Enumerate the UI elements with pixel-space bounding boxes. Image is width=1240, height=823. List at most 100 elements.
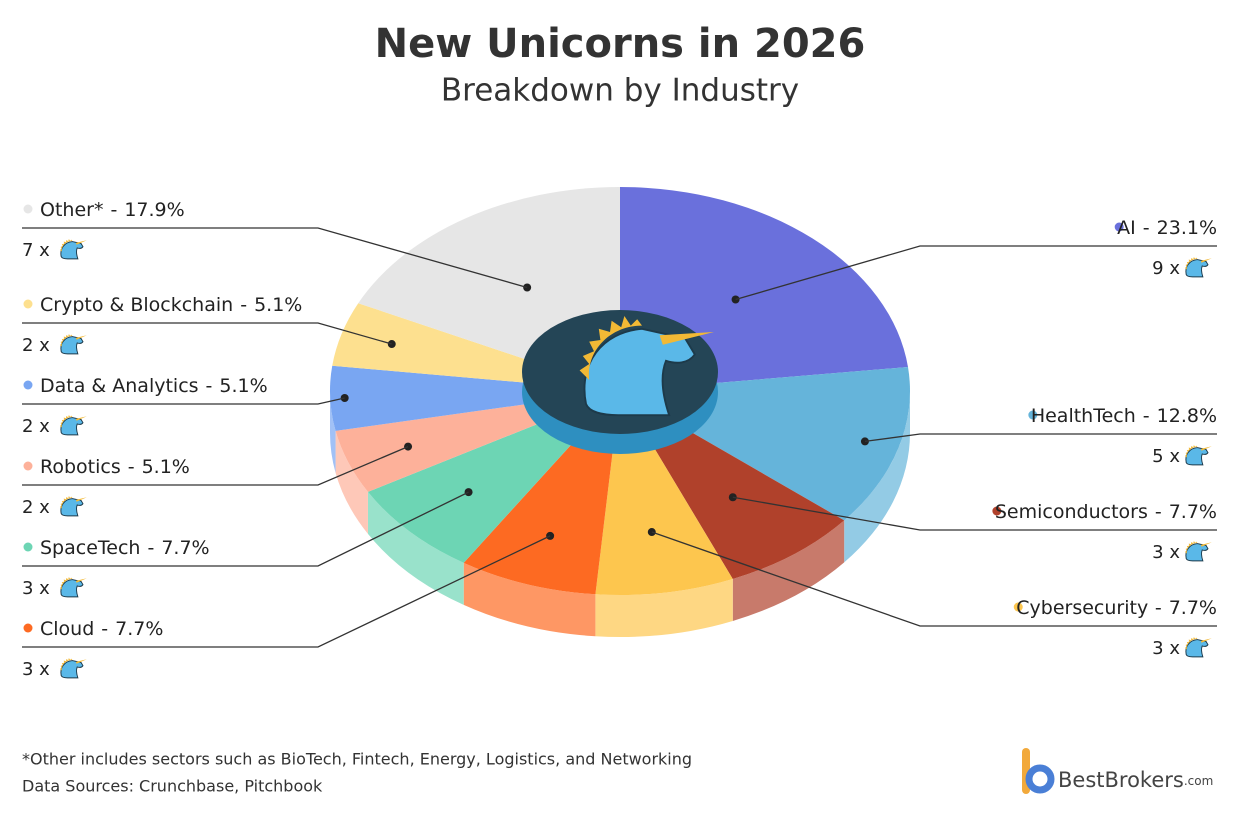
label-separator: - — [1143, 405, 1150, 427]
icon-horn — [1200, 542, 1212, 547]
icon-mane — [59, 239, 73, 252]
icon-head — [1185, 543, 1209, 562]
leader-line — [22, 322, 392, 345]
count-label: 7 x — [22, 240, 50, 261]
leader-line — [22, 227, 528, 289]
icon-head — [60, 336, 84, 355]
category-label: HealthTech — [1031, 405, 1136, 427]
value-label: 12.8% — [1157, 405, 1217, 427]
category-label: Robotics — [40, 456, 121, 478]
icon-head — [60, 498, 84, 517]
value-label: 7.7% — [115, 618, 163, 640]
icon-mane — [1184, 541, 1198, 554]
leader-line — [651, 531, 1217, 627]
icon-horn — [75, 659, 87, 664]
value-label: 5.1% — [254, 294, 302, 316]
center-badge — [522, 310, 718, 454]
category-label: AI — [1117, 217, 1136, 239]
label-separator: - — [1143, 217, 1150, 239]
legend-dot — [23, 299, 33, 309]
unicorn-icon — [59, 415, 87, 436]
icon-horn — [75, 497, 87, 502]
leader-line — [22, 491, 469, 567]
icon-head — [1185, 447, 1209, 466]
icon-head — [1185, 639, 1209, 658]
leader-line — [732, 496, 1217, 531]
icon-horn — [75, 335, 87, 340]
value-label: 5.1% — [142, 456, 190, 478]
slice-label: Semiconductors -7.7% — [995, 501, 1217, 523]
leader-line — [22, 535, 551, 648]
icon-horn — [75, 240, 87, 245]
value-label: 7.7% — [1169, 597, 1217, 619]
icon-head — [1185, 259, 1209, 278]
legend-dot — [23, 461, 33, 471]
unicorn-icon — [59, 658, 87, 679]
label-separator: - — [206, 375, 213, 397]
unicorn-icon — [1184, 637, 1212, 658]
slice-label: AI -23.1% — [1117, 217, 1217, 239]
unicorn-icon — [1184, 541, 1212, 562]
count-label: 3 x — [1152, 542, 1180, 563]
slice-label: Cybersecurity -7.7% — [1016, 597, 1217, 619]
slice-label: SpaceTech -7.7% — [40, 537, 210, 559]
slice-side — [335, 430, 368, 534]
label-separator: - — [147, 537, 154, 559]
slice-side — [463, 562, 596, 637]
icon-head — [60, 241, 84, 260]
value-label: 23.1% — [1157, 217, 1217, 239]
brand-name: BestBrokers — [1058, 768, 1184, 792]
icon-mane — [1184, 637, 1198, 650]
chart-title: New Unicorns in 2026 — [375, 21, 866, 67]
value-label: 7.7% — [161, 537, 209, 559]
unicorn-icon — [59, 334, 87, 355]
icon-horn — [1200, 638, 1212, 643]
count-label: 9 x — [1152, 258, 1180, 279]
count-label: 3 x — [22, 659, 50, 680]
category-label: Data & Analytics — [40, 375, 199, 397]
slice-label: Other* -17.9% — [40, 199, 185, 221]
icon-horn — [1200, 258, 1212, 263]
count-label: 5 x — [1152, 446, 1180, 467]
slice-label: Robotics -5.1% — [40, 456, 190, 478]
category-label: Crypto & Blockchain — [40, 294, 233, 316]
legend-dot — [23, 542, 33, 552]
unicorn-icon — [59, 577, 87, 598]
slice — [330, 365, 620, 431]
leader-line — [22, 397, 345, 405]
category-label: Cybersecurity — [1016, 597, 1148, 619]
icon-mane — [59, 334, 73, 347]
slice-label: Cloud -7.7% — [40, 618, 163, 640]
slice-side — [367, 491, 464, 605]
icon-mane — [59, 496, 73, 509]
icon-mane — [59, 577, 73, 590]
category-label: Other* — [40, 199, 103, 221]
count-label: 3 x — [1152, 638, 1180, 659]
legend-dot — [1013, 602, 1023, 612]
legend-dot — [23, 623, 33, 633]
source: Data Sources: Crunchbase, Pitchbook — [22, 777, 323, 796]
slice-side — [732, 520, 845, 621]
legend-dot — [1114, 222, 1124, 232]
label-separator: - — [1155, 597, 1162, 619]
icon-mane — [1184, 257, 1198, 270]
legend-dot — [23, 204, 33, 214]
icon-mane — [59, 415, 73, 428]
legend-dot — [1028, 410, 1038, 420]
icon-horn — [75, 416, 87, 421]
slice-side — [330, 391, 336, 473]
slice-label: HealthTech -12.8% — [1031, 405, 1217, 427]
unicorn-icon — [59, 496, 87, 517]
icon-head — [60, 579, 84, 598]
icon-head — [60, 660, 84, 679]
label-separator: - — [240, 294, 247, 316]
leader-line — [735, 245, 1217, 301]
category-label: SpaceTech — [40, 537, 140, 559]
unicorn-icon — [1184, 445, 1212, 466]
icon-head — [60, 417, 84, 436]
value-label: 5.1% — [219, 375, 267, 397]
label-separator: - — [101, 618, 108, 640]
leader-line — [864, 433, 1217, 443]
